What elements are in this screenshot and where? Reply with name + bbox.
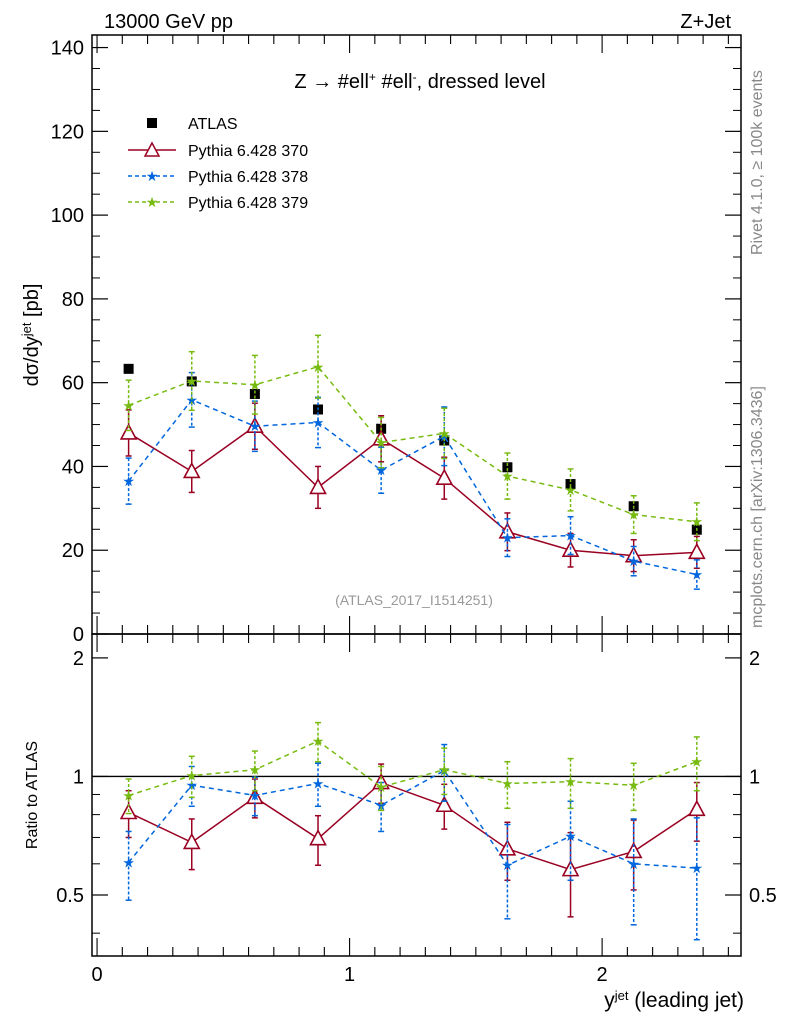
data-point-p379: ★: [438, 425, 451, 441]
data-point-p379: ★: [185, 373, 198, 389]
ratio-panel: Ratio to ATLAS 0.5 0.51 12 20 1 2★★★★★★★★★ ★★★…: [24, 633, 777, 1013]
data-point-atlas: [502, 462, 513, 473]
legend-atlas-marker: [147, 118, 157, 128]
data-point-p379: ★: [375, 779, 388, 795]
data-point-p378: ★: [375, 797, 388, 813]
data-point-p379: ★: [375, 435, 388, 451]
y-tick-label: 2: [73, 648, 84, 670]
data-point-p378: ★: [627, 553, 640, 569]
main-y-axis-label: dσ/dyjet [pb]: [19, 284, 44, 387]
data-point-p370: [309, 828, 327, 846]
data-point-p379: ★: [122, 787, 135, 803]
data-point-p379: ★: [627, 507, 640, 523]
data-point-p378: ★: [691, 567, 704, 583]
data-point-atlas: [249, 388, 260, 399]
mcplots-label: mcplots.cern.ch [arXiv:1306.3436]: [749, 386, 766, 628]
data-point-p378: ★: [564, 828, 577, 844]
y-tick-label: 40: [62, 456, 84, 478]
main-title: Z → #ell+ #ell-, dressed level: [294, 70, 545, 93]
data-point-p378: ★: [249, 418, 262, 434]
data-point-p379: ★: [438, 762, 451, 778]
data-point-p379: ★: [249, 377, 262, 393]
data-point-p370: [435, 468, 454, 485]
data-point-p378: ★: [185, 392, 198, 408]
legend-p379-marker: ★: [146, 194, 159, 210]
series-line-p379: [128, 365, 697, 523]
ratio-panel-frame: [91, 633, 742, 957]
series-line-p370: [128, 425, 697, 557]
data-point-p379: ★: [312, 359, 325, 375]
data-point-p379: ★: [185, 768, 198, 784]
data-point-p378: ★: [691, 860, 704, 876]
data-point-p370: [435, 795, 454, 813]
data-point-p370: [687, 542, 706, 560]
y-tick-label: 140: [51, 38, 84, 60]
data-point-p379: ★: [312, 733, 325, 749]
x-axis-label: yjet (leading jet): [604, 988, 744, 1013]
y-tick-label-right: 1: [749, 766, 760, 788]
data-point-p378: ★: [375, 462, 388, 478]
header-energy-label: 13000 GeV pp: [104, 11, 233, 33]
data-point-atlas: [123, 363, 134, 374]
data-point-p379: ★: [564, 774, 577, 790]
data-point-p379: ★: [691, 514, 704, 530]
y-tick-label: 0.5: [56, 885, 84, 907]
x-tick-label: 2: [597, 964, 608, 986]
data-point-p378: ★: [122, 854, 135, 870]
data-point-p370: [182, 832, 201, 850]
data-point-p379: ★: [249, 762, 262, 778]
data-point-p378: ★: [501, 857, 514, 873]
main-plot-area: 0 20 40 60 80 100 120 140 ★ ★ ★ ★ ★ ★ ★ ★ ★ ★ ★ ★ ★ ★ ★ ★ ★ ★ ★ ★: [51, 35, 741, 646]
data-point-p379: ★: [501, 775, 514, 791]
y-tick-label: 80: [62, 289, 84, 311]
x-tick-label: 0: [91, 964, 102, 986]
data-point-p378: ★: [185, 777, 198, 793]
data-point-p379: ★: [564, 482, 577, 498]
data-point-p370: [498, 839, 517, 856]
y-tick-label-right: 2: [749, 648, 760, 670]
data-point-p378: ★: [501, 530, 514, 546]
header-process-label: Z+Jet: [680, 11, 731, 33]
series-line-p378: [128, 769, 697, 869]
rivet-version-label: Rivet 4.1.0, ≥ 100k events: [749, 70, 766, 255]
x-tick-label: 1: [344, 964, 355, 986]
legend: ATLAS Pythia 6.428 370 ★ Pythia 6.428 37…: [128, 116, 308, 212]
data-point-p379: ★: [627, 777, 640, 793]
y-tick-label: 1: [73, 766, 84, 788]
data-point-p370: [309, 477, 327, 495]
y-tick-label-right: 0.5: [749, 885, 777, 907]
data-point-p379: ★: [691, 754, 704, 770]
legend-atlas-label: ATLAS: [188, 116, 238, 133]
data-point-p378: ★: [249, 787, 262, 803]
data-point-p379: ★: [122, 397, 135, 413]
y-tick-label: 120: [51, 121, 84, 143]
data-point-p378: ★: [564, 528, 577, 544]
data-point-p370: [119, 423, 138, 440]
y-tick-label: 100: [51, 205, 84, 227]
series-line-p378: [128, 398, 697, 576]
legend-p379-label: Pythia 6.428 379: [188, 195, 308, 212]
legend-p370-marker: [143, 141, 161, 157]
data-point-p378: ★: [438, 428, 451, 444]
data-point-p370: [182, 461, 201, 479]
series-line-p379: [128, 740, 698, 797]
data-point-p378: ★: [627, 856, 640, 872]
data-point-p378: ★: [312, 775, 325, 791]
y-tick-label: 60: [62, 373, 84, 395]
y-tick-label: 20: [62, 540, 84, 562]
ratio-y-axis-label: Ratio to ATLAS: [24, 741, 41, 849]
y-tick-label: 0: [73, 624, 84, 646]
main-panel: dσ/dyjet [pb] Z → #ell+ #ell-, dressed l…: [19, 34, 742, 646]
legend-p378-marker: ★: [146, 168, 159, 184]
data-point-p370: [687, 799, 706, 817]
analysis-watermark: (ATLAS_2017_I1514251): [335, 592, 493, 608]
data-point-p378: ★: [122, 473, 135, 489]
series-line-p370: [128, 781, 698, 871]
legend-p370-label: Pythia 6.428 370: [188, 143, 308, 160]
ratio-plot-area: 0.5 0.51 12 20 1 2★★★★★★★★★ ★★★ ★★★★★ ★ ★★: [56, 634, 777, 986]
data-point-p378: ★: [312, 414, 325, 430]
data-point-p379: ★: [501, 468, 514, 484]
legend-p378-label: Pythia 6.428 378: [188, 169, 308, 186]
